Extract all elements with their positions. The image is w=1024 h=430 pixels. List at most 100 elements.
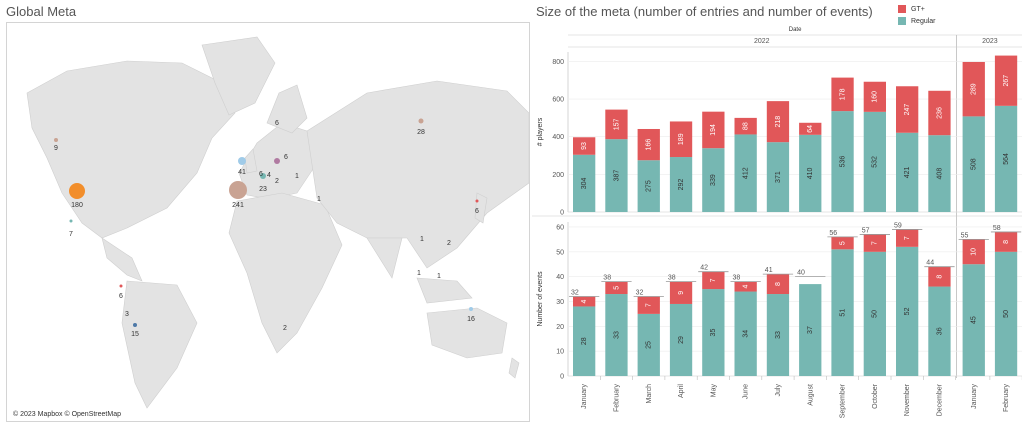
data-label-gt: 10	[971, 248, 978, 256]
map-bubble[interactable]	[274, 158, 280, 164]
players-tick-label: 600	[552, 97, 564, 104]
total-label: 38	[733, 275, 741, 282]
map-label: 1	[417, 270, 421, 277]
map-bubble[interactable]	[475, 199, 479, 203]
bar-gt[interactable]	[669, 281, 693, 304]
bar-gt[interactable]	[863, 81, 886, 112]
bar-gt[interactable]	[637, 128, 660, 161]
map-bubble[interactable]	[238, 157, 246, 165]
data-label-regular: 35	[710, 329, 717, 337]
bar-regular[interactable]	[928, 135, 951, 212]
bar-gt[interactable]	[962, 239, 985, 265]
bar-gt[interactable]	[702, 271, 725, 290]
bar-gt[interactable]	[994, 231, 1018, 252]
bar-gt[interactable]	[734, 281, 757, 292]
map-bubble[interactable]	[418, 118, 424, 124]
bar-gt[interactable]	[573, 137, 596, 155]
chart-title: Size of the meta (number of entries and …	[536, 4, 873, 19]
legend-item-gt[interactable]: GT+	[898, 3, 936, 15]
map-bubble[interactable]	[119, 284, 123, 288]
bar-regular[interactable]	[766, 294, 790, 376]
bar-regular[interactable]	[702, 289, 725, 376]
bar-regular[interactable]	[896, 246, 919, 376]
players-tick-label: 800	[552, 59, 564, 66]
world-map[interactable]: 9 180 7 6 3 15 41 241 23 6 4 2 1 6 6 1 2…	[6, 22, 530, 422]
bar-regular[interactable]	[928, 286, 951, 376]
data-label-regular: 33	[613, 331, 620, 339]
bar-gt[interactable]	[994, 55, 1018, 106]
bar-regular[interactable]	[962, 264, 985, 376]
bar-gt[interactable]	[863, 234, 886, 252]
data-label-gt: 7	[710, 278, 717, 282]
bar-gt[interactable]	[766, 274, 790, 295]
bar-regular[interactable]	[669, 157, 693, 212]
map-bubble[interactable]	[69, 219, 73, 223]
bar-regular[interactable]	[669, 303, 693, 376]
total-label: 32	[636, 290, 644, 297]
month-label: February	[1003, 384, 1010, 413]
total-label: 44	[926, 260, 934, 267]
bar-regular[interactable]	[573, 154, 596, 212]
bar-gt[interactable]	[962, 61, 985, 117]
bar-regular[interactable]	[637, 313, 660, 376]
map-bubble[interactable]	[54, 138, 58, 142]
bar-regular[interactable]	[799, 134, 822, 212]
bar-regular[interactable]	[863, 111, 886, 212]
bar-gt[interactable]	[605, 109, 628, 140]
legend-item-regular[interactable]: Regular	[898, 15, 936, 27]
data-label-gt: 7	[646, 303, 653, 307]
map-bubble[interactable]	[469, 307, 473, 311]
data-label-regular: 34	[742, 330, 749, 338]
month-label: April	[678, 384, 685, 398]
data-label-gt: 218	[775, 116, 782, 128]
data-label-gt: 247	[904, 104, 911, 116]
bar-regular[interactable]	[994, 105, 1018, 212]
bar-gt[interactable]	[605, 281, 628, 295]
data-label-regular: 371	[775, 171, 782, 183]
bar-gt[interactable]	[573, 296, 596, 307]
data-label-gt: 8	[775, 282, 782, 286]
data-label-regular: 387	[613, 170, 620, 182]
map-bubble[interactable]	[133, 323, 137, 327]
year-label: 2022	[754, 38, 770, 45]
bar-regular[interactable]	[831, 249, 854, 376]
bar-gt[interactable]	[766, 101, 790, 143]
data-label-regular: 275	[646, 180, 653, 192]
bar-regular[interactable]	[896, 132, 919, 212]
bar-gt[interactable]	[896, 229, 919, 247]
bar-gt[interactable]	[702, 111, 725, 149]
data-label-regular: 37	[807, 326, 814, 334]
bar-regular[interactable]	[863, 251, 886, 376]
bar-regular[interactable]	[605, 294, 628, 376]
bar-gt[interactable]	[896, 86, 919, 133]
map-bubble[interactable]	[260, 173, 266, 179]
bar-gt[interactable]	[928, 266, 951, 287]
map-bubble[interactable]	[229, 181, 247, 199]
events-tick-label: 40	[556, 274, 564, 281]
bar-gt[interactable]	[734, 117, 757, 135]
bar-gt[interactable]	[637, 296, 660, 314]
bar-regular[interactable]	[702, 148, 725, 212]
bar-gt[interactable]	[928, 90, 951, 136]
bar-regular[interactable]	[962, 116, 985, 212]
bar-regular[interactable]	[994, 251, 1018, 376]
bar-regular[interactable]	[637, 160, 660, 212]
data-label-gt: 166	[646, 139, 653, 151]
month-label: March	[646, 384, 653, 404]
bar-regular[interactable]	[605, 139, 628, 212]
map-bubble[interactable]	[69, 183, 85, 199]
bar-gt[interactable]	[669, 121, 693, 158]
data-label-gt: 5	[613, 286, 620, 290]
events-tick-label: 50	[556, 249, 564, 256]
bar-gt[interactable]	[831, 77, 854, 112]
bar-regular[interactable]	[766, 142, 790, 212]
bar-regular[interactable]	[734, 291, 757, 376]
bar-gt[interactable]	[831, 236, 854, 250]
legend-swatch-gt	[898, 5, 906, 13]
bar-regular[interactable]	[831, 111, 854, 212]
bar-regular[interactable]	[799, 284, 822, 376]
bar-regular[interactable]	[573, 306, 596, 376]
bar-regular[interactable]	[734, 134, 757, 212]
chart-legend: GT+ Regular	[898, 3, 936, 27]
bar-gt[interactable]	[799, 122, 822, 135]
